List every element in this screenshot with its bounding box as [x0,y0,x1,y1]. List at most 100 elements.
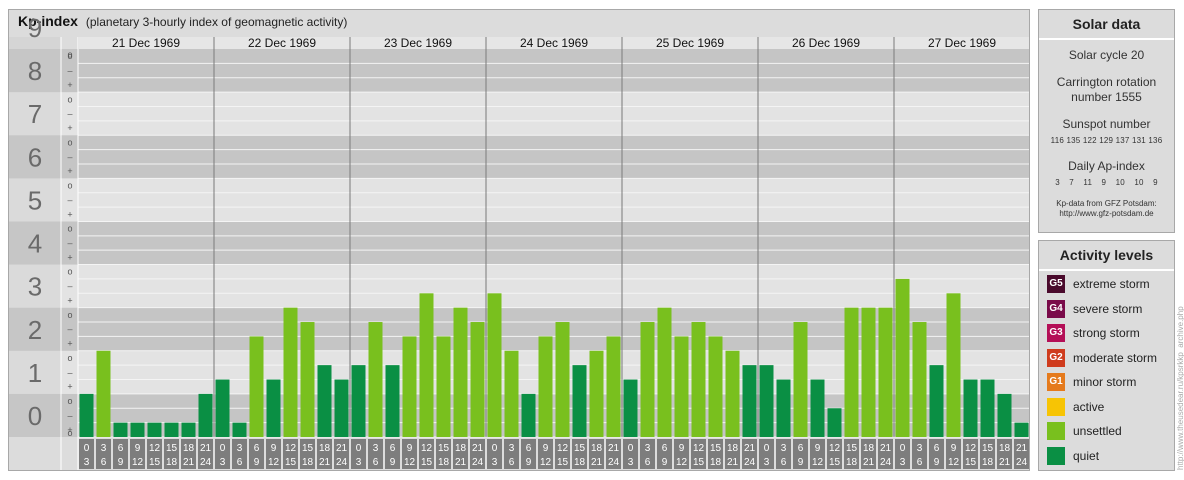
interval-end-label: 9 [118,457,124,468]
level-label: active [1073,400,1105,414]
interval-end-label: 21 [183,457,195,468]
activity-levels-heading: Activity levels [1039,241,1174,271]
y-minor-tick: + [67,382,72,392]
y-minor-tick: o [67,94,72,104]
interval-start-label: 18 [319,443,331,454]
sunspot-value: 129 [1099,136,1114,145]
kp-bar [351,365,366,437]
kp-bar [130,422,145,437]
time-cell [266,439,281,469]
interval-end-label: 21 [727,457,739,468]
interval-start-label: 12 [421,443,433,454]
y-tick-label: 8 [28,56,42,86]
interval-start-label: 9 [951,443,957,454]
kp-bar [334,379,349,437]
day-header-strip [78,37,1029,49]
interval-end-label: 3 [356,457,362,468]
y-band [9,178,1029,222]
y-minor-tick: + [67,252,72,262]
time-cell [861,439,876,469]
y-band [9,393,1029,437]
time-cell [963,439,978,469]
chart-subtitle: (planetary 3-hourly index of geomagnetic… [85,15,348,29]
sunspot-values: 116 135 122 129 137 131 136 [1039,135,1174,147]
sunspot-value: 135 [1066,136,1081,145]
time-cell [742,439,757,469]
time-cell [351,439,366,469]
interval-end-label: 24 [200,457,212,468]
level-label: unsettled [1073,424,1122,438]
time-cell [691,439,706,469]
time-cell [164,439,179,469]
interval-start-label: 15 [982,443,994,454]
time-cell [929,439,944,469]
y-minor-tick: + [67,425,72,435]
interval-end-label: 12 [268,457,280,468]
y-minor-tick: o [67,353,72,363]
level-swatch: G5 [1047,275,1065,293]
time-cell [776,439,791,469]
interval-end-label: 15 [829,457,841,468]
interval-end-label: 15 [149,457,161,468]
kp-chart-panel: Kp-index (planetary 3-hourly index of geo… [8,9,1030,471]
y-minor-tick: – [67,238,72,248]
interval-start-label: 9 [407,443,413,454]
kp-bar [453,307,468,437]
kp-bar [640,322,655,437]
sunspot-value: 136 [1148,136,1163,145]
level-label: severe storm [1073,302,1143,316]
ap-value: 10 [1134,178,1144,187]
solar-cycle: Solar cycle 20 [1068,48,1145,62]
y-minor-tick: – [67,281,72,291]
interval-start-label: 18 [591,443,603,454]
interval-start-label: 15 [846,443,858,454]
interval-start-label: 18 [455,443,467,454]
y-band [9,135,1029,179]
time-cell [453,439,468,469]
time-cell [912,439,927,469]
y-minor-tick: o [67,224,72,234]
ap-value: 11 [1083,178,1093,187]
interval-end-label: 24 [744,457,756,468]
y-minor-tick: + [67,209,72,219]
kp-bar [249,336,264,437]
sunspot-value: 122 [1082,136,1097,145]
level-swatch [1047,398,1065,416]
day-label: 24 Dec 1969 [520,36,588,50]
kp-bar [623,379,638,437]
y-minor-tick: o [67,137,72,147]
sunspot-value: 131 [1132,136,1146,145]
interval-end-label: 24 [1016,457,1028,468]
level-label: extreme storm [1073,277,1150,291]
interval-start-label: 0 [220,443,226,454]
kp-bar [521,393,536,437]
interval-end-label: 3 [84,457,90,468]
time-cell [572,439,587,469]
kp-bar [827,408,842,437]
sunspot-value: 116 [1050,136,1064,145]
interval-start-label: 15 [574,443,586,454]
interval-start-label: 0 [84,443,90,454]
credit-link[interactable]: http://www.gfz-potsdam.de [1059,209,1154,218]
kp-bar [487,293,502,437]
y-band [9,92,1029,136]
interval-end-label: 6 [917,457,923,468]
time-cell [606,439,621,469]
y-minor-tick: + [67,166,72,176]
y-tick-label: 4 [28,229,42,259]
interval-end-label: 6 [101,457,107,468]
interval-start-label: 12 [149,443,161,454]
time-cell [827,439,842,469]
interval-end-label: 3 [628,457,634,468]
time-cell [368,439,383,469]
interval-start-label: 21 [608,443,620,454]
chart-title: Kp-index (planetary 3-hourly index of geo… [18,13,347,29]
kp-bar [810,379,825,437]
kp-bar [181,422,196,437]
interval-end-label: 6 [373,457,379,468]
ap-values: 3 7 11 9 10 10 9 [1039,177,1174,189]
interval-start-label: 6 [254,443,260,454]
interval-start-label: 3 [101,443,107,454]
kp-bar [215,379,230,437]
interval-start-label: 15 [302,443,314,454]
